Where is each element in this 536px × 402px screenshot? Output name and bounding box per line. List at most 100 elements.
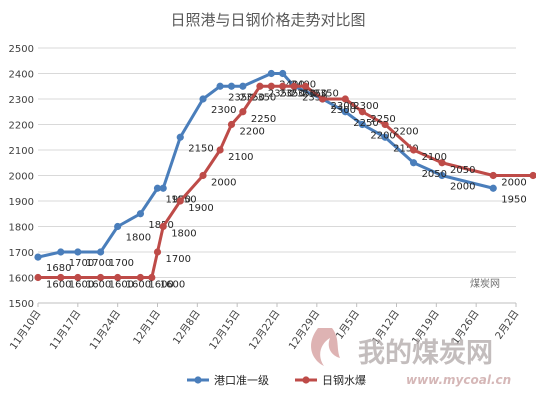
series-layer: 1680170017001700180018501950195021502300… xyxy=(34,69,536,291)
data-label: 2350 xyxy=(279,88,304,99)
data-label: 2250 xyxy=(353,118,378,129)
data-point xyxy=(96,248,105,256)
y-tick-label: 2200 xyxy=(9,121,34,132)
data-point xyxy=(96,273,105,282)
legend-label: 港口准一级 xyxy=(214,374,269,387)
data-point xyxy=(381,120,389,129)
data-label: 2350 xyxy=(302,92,327,103)
watermark-url: www.mycoal.cn xyxy=(406,373,511,387)
y-tick-label: 2500 xyxy=(9,44,34,55)
data-label: 2350 xyxy=(313,88,338,99)
data-point xyxy=(256,82,264,90)
data-point xyxy=(34,253,42,261)
data-label: 2200 xyxy=(239,127,264,138)
data-label: 1600 xyxy=(109,280,134,291)
data-label: 2350 xyxy=(251,92,276,103)
data-point xyxy=(358,108,366,116)
legend-marker xyxy=(194,376,202,384)
data-point xyxy=(216,146,224,154)
data-point xyxy=(216,82,224,90)
data-label: 2000 xyxy=(211,178,236,189)
y-tick-label: 2300 xyxy=(9,95,34,106)
data-point xyxy=(114,273,122,282)
watermark: 我的煤炭网 www.mycoal.cn 煤炭网 xyxy=(311,277,511,387)
watermark-small: 煤炭网 xyxy=(470,277,500,290)
data-point xyxy=(301,82,310,90)
data-label: 2150 xyxy=(393,143,418,154)
x-tick-label: 2月2日 xyxy=(493,308,522,342)
data-label: 1600 xyxy=(86,280,111,291)
data-label: 1680 xyxy=(46,263,71,274)
x-tick-label: 11月17日 xyxy=(47,308,83,352)
data-point xyxy=(341,95,349,103)
legend-label: 日钢水爆 xyxy=(322,373,366,387)
legend-marker xyxy=(302,376,310,384)
data-label: 2000 xyxy=(501,178,526,189)
data-label: 1950 xyxy=(501,194,526,205)
data-point xyxy=(159,222,167,231)
data-point xyxy=(409,159,418,167)
data-label: 2100 xyxy=(228,152,253,163)
data-point xyxy=(57,248,65,256)
legend: 港口准一级 日钢水爆 xyxy=(187,373,366,387)
data-point xyxy=(153,184,162,192)
data-point xyxy=(267,82,275,90)
data-point xyxy=(279,82,287,90)
data-point xyxy=(290,82,298,90)
data-point xyxy=(438,171,446,180)
data-label: 2350 xyxy=(291,88,316,99)
data-point xyxy=(341,108,349,116)
data-label: 2150 xyxy=(188,143,213,154)
data-point xyxy=(136,273,145,282)
data-point xyxy=(114,222,122,231)
data-label: 2300 xyxy=(353,101,378,112)
data-point xyxy=(227,120,236,129)
data-label: 1800 xyxy=(171,229,196,240)
data-label: 2200 xyxy=(393,127,418,138)
data-label: 2300 xyxy=(331,101,356,112)
data-point xyxy=(74,273,82,282)
data-point xyxy=(227,82,236,90)
data-label: 2000 xyxy=(450,182,475,193)
y-tick-label: 1900 xyxy=(9,197,34,208)
data-label: 2350 xyxy=(228,92,253,103)
data-point xyxy=(153,248,162,256)
data-point xyxy=(279,69,287,78)
data-point xyxy=(159,184,167,192)
data-point xyxy=(199,95,207,103)
data-label: 1600 xyxy=(126,280,151,291)
data-point xyxy=(529,171,536,180)
data-label: 1600 xyxy=(160,280,185,291)
y-tick-label: 1800 xyxy=(9,223,34,234)
data-point xyxy=(438,159,446,167)
data-point xyxy=(176,197,184,205)
y-tick-label: 2400 xyxy=(9,70,34,81)
data-point xyxy=(239,108,247,116)
y-tick-label: 2000 xyxy=(9,172,34,183)
data-point xyxy=(489,184,497,192)
y-tick-label: 1600 xyxy=(9,274,34,285)
data-point xyxy=(267,69,275,78)
chart-title: 日照港与日钢价格走势对比图 xyxy=(170,11,365,29)
watermark-brand: 我的煤炭网 xyxy=(358,337,493,369)
data-label: 1600 xyxy=(148,280,173,291)
data-label: 2250 xyxy=(251,114,276,125)
data-point xyxy=(409,146,418,154)
data-point xyxy=(199,171,207,180)
data-point xyxy=(239,82,247,90)
data-label: 2050 xyxy=(422,169,447,180)
data-label: 1800 xyxy=(126,233,151,244)
data-point xyxy=(74,248,82,256)
data-point xyxy=(489,171,497,180)
x-tick-label: 11月10日 xyxy=(8,308,44,352)
data-label: 2300 xyxy=(211,105,236,116)
data-point xyxy=(176,133,184,141)
data-label: 1600 xyxy=(46,280,71,291)
data-label: 2350 xyxy=(302,88,327,99)
x-tick-label: 12月22日 xyxy=(247,308,283,352)
data-label: 1700 xyxy=(166,254,191,265)
flame-logo-icon xyxy=(311,328,340,366)
data-point xyxy=(358,120,366,129)
y-tick-label: 2100 xyxy=(9,146,34,157)
data-label: 2250 xyxy=(370,114,395,125)
